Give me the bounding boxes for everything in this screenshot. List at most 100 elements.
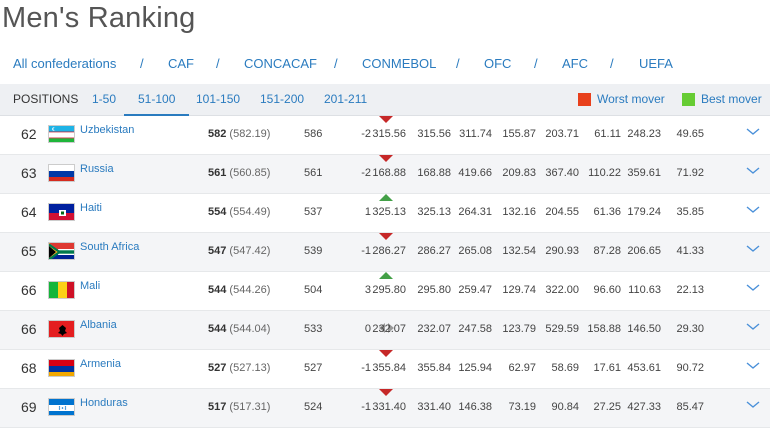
- movement-value: 0: [364, 323, 371, 335]
- best-mover-swatch: [682, 93, 695, 106]
- points-column-value: 168.88: [372, 167, 406, 179]
- no-change-icon: [379, 323, 395, 333]
- points-column-value: 331.40: [372, 401, 406, 413]
- country-link[interactable]: Haiti: [80, 202, 103, 214]
- tab-101-150[interactable]: 101-150: [196, 92, 241, 106]
- country-link[interactable]: Uzbekistan: [80, 124, 135, 136]
- points-column-value: 168.88: [417, 167, 451, 179]
- points-column-value: 209.83: [502, 167, 536, 179]
- points-column-value: 203.71: [545, 128, 579, 140]
- conf-uefa[interactable]: UEFA: [639, 56, 673, 71]
- table-row[interactable]: 68 Armenia 527 (527.13) 527 -1 355.84 355.84 12…: [0, 350, 770, 389]
- up-arrow-icon: [379, 194, 393, 201]
- points-column-value: 295.80: [372, 284, 406, 296]
- points-column-value: 96.60: [593, 284, 621, 296]
- flag-armenia-icon: [48, 359, 75, 377]
- previous-points: 533: [304, 323, 323, 335]
- points-column-value: 325.13: [372, 206, 406, 218]
- flag-russia-icon: [48, 164, 75, 182]
- rank-cell: 65: [21, 243, 37, 259]
- previous-points: 524: [304, 401, 323, 413]
- total-points: 582: [208, 128, 227, 140]
- chevron-down-icon[interactable]: [746, 116, 760, 135]
- points-column-value: 35.85: [676, 206, 704, 218]
- rank-cell: 64: [21, 204, 37, 220]
- conf-conmebol[interactable]: CONMEBOL: [362, 56, 437, 71]
- table-row[interactable]: 64 Haiti 554 (554.49) 537 1 325.13 325.13 264.3…: [0, 194, 770, 233]
- total-points: 544: [208, 323, 227, 335]
- tab-151-200[interactable]: 151-200: [260, 92, 305, 106]
- conf-caf[interactable]: CAF: [168, 56, 194, 71]
- rank-cell: 63: [21, 165, 37, 181]
- conf-all-confederations[interactable]: All confederations: [13, 56, 117, 71]
- chevron-down-icon[interactable]: [746, 311, 760, 330]
- chevron-down-icon[interactable]: [746, 233, 760, 252]
- table-row[interactable]: 66 Mali 544 (544.26) 504 3 295.80 295.80 259.47…: [0, 272, 770, 311]
- page-title: Men's Ranking: [2, 2, 196, 34]
- country-link[interactable]: South Africa: [80, 241, 140, 253]
- flag-uzbekistan-icon: [48, 125, 75, 143]
- chevron-down-icon[interactable]: [746, 194, 760, 213]
- total-points-detail: (560.85): [229, 167, 271, 179]
- previous-points: 586: [304, 128, 323, 140]
- points-column-value: 125.94: [458, 362, 492, 374]
- chevron-down-icon[interactable]: [746, 389, 760, 408]
- table-row[interactable]: 63 Russia 561 (560.85) 561 -2 168.88 168.88 419…: [0, 155, 770, 194]
- rank-cell: 68: [21, 360, 37, 376]
- conf-concacaf[interactable]: CONCACAF: [244, 56, 317, 71]
- points-column-value: 315.56: [417, 128, 451, 140]
- points-column-value: 90.72: [676, 362, 704, 374]
- movement-value: -2: [361, 167, 371, 179]
- table-row[interactable]: 62 Uzbekistan 582 (582.19) 586 -2 315.56 315.5…: [0, 116, 770, 155]
- previous-points: 561: [304, 167, 323, 179]
- points-column-value: 204.55: [545, 206, 579, 218]
- points-column-value: 87.28: [593, 245, 621, 257]
- points-column-value: 179.24: [627, 206, 661, 218]
- points-column-value: 206.65: [627, 245, 661, 257]
- table-row[interactable]: 69 Honduras 517 (517.31) 524 -1 331.40 331.40 1…: [0, 389, 770, 428]
- tab-51-100[interactable]: 51-100: [124, 84, 190, 116]
- table-row[interactable]: 66 Albania 544 (544.04) 533 0 232.07 232.07 247…: [0, 311, 770, 350]
- worst-mover-swatch: [578, 93, 591, 106]
- points-column-value: 359.61: [627, 167, 661, 179]
- chevron-down-icon[interactable]: [746, 272, 760, 291]
- total-points-detail: (544.04): [229, 323, 271, 335]
- total-points-cell: 517 (517.31): [208, 389, 270, 425]
- flag-haiti-icon: [48, 203, 75, 221]
- country-link[interactable]: Honduras: [80, 397, 128, 409]
- country-link[interactable]: Albania: [80, 319, 117, 331]
- points-column-value: 41.33: [676, 245, 704, 257]
- points-column-value: 62.97: [508, 362, 536, 374]
- points-column-value: 265.08: [458, 245, 492, 257]
- points-column-value: 286.27: [417, 245, 451, 257]
- tab-201-211[interactable]: 201-211: [324, 92, 368, 106]
- conf-separator: /: [216, 56, 220, 71]
- tab-1-50[interactable]: 1-50: [92, 92, 117, 106]
- points-column-value: 155.87: [502, 128, 536, 140]
- chevron-down-icon[interactable]: [746, 350, 760, 369]
- best-mover-label: Best mover: [701, 92, 762, 106]
- points-column-value: 355.84: [372, 362, 406, 374]
- total-points-cell: 561 (560.85): [208, 155, 270, 191]
- flag-mali-icon: [48, 281, 75, 299]
- points-column-value: 427.33: [627, 401, 661, 413]
- movement-value: -1: [361, 401, 371, 413]
- points-column-value: 311.74: [459, 128, 492, 140]
- points-column-value: 146.38: [458, 401, 492, 413]
- points-column-value: 264.31: [458, 206, 492, 218]
- total-points-detail: (554.49): [229, 206, 271, 218]
- conf-afc[interactable]: AFC: [562, 56, 588, 71]
- country-link[interactable]: Mali: [80, 280, 101, 292]
- previous-points: 539: [304, 245, 323, 257]
- points-column-value: 132.54: [502, 245, 536, 257]
- points-column-value: 129.74: [502, 284, 536, 296]
- total-points-cell: 554 (554.49): [208, 194, 270, 230]
- chevron-down-icon[interactable]: [746, 155, 760, 174]
- total-points: 561: [208, 167, 227, 179]
- country-link[interactable]: Armenia: [80, 358, 121, 370]
- table-row[interactable]: 65 South Africa 547 (547.42) 539 -1 286.27 286…: [0, 233, 770, 272]
- country-link[interactable]: Russia: [80, 163, 114, 175]
- rank-cell: 66: [21, 282, 37, 298]
- conf-ofc[interactable]: OFC: [484, 56, 512, 71]
- points-column-value: 259.47: [458, 284, 492, 296]
